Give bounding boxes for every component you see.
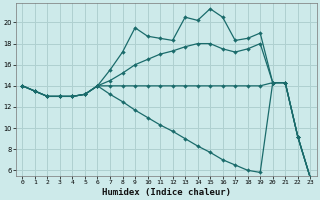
X-axis label: Humidex (Indice chaleur): Humidex (Indice chaleur) <box>102 188 231 197</box>
